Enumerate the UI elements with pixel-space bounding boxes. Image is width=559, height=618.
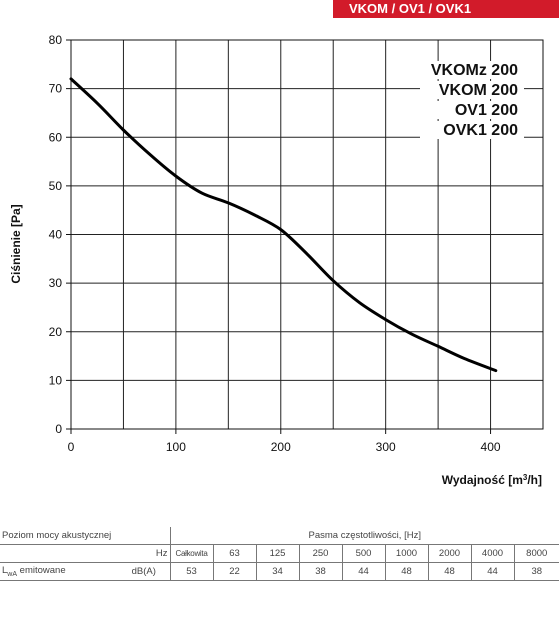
acoustic-band-value: 38 [298, 562, 342, 581]
x-tick-label: 200 [271, 440, 291, 454]
acoustic-band-label: 8000 [513, 544, 559, 563]
acoustic-band-value: 48 [427, 562, 471, 581]
acoustic-band-value: 48 [384, 562, 428, 581]
model-label-bg [420, 121, 524, 139]
acoustic-band-label: 500 [341, 544, 385, 563]
acoustic-bands-label: Pasma częstotliwości, [Hz] [170, 527, 559, 545]
acoustic-row1-blank [0, 544, 118, 563]
x-tick-labels: 0 100 200 300 400 [68, 429, 501, 454]
acoustic-band-value: 22 [212, 562, 256, 581]
model-labels: VKOMz 200 VKOM 200 OV1 200 OVK1 200 [420, 61, 524, 139]
y-tick-label: 0 [55, 422, 62, 436]
acoustic-header-spacer [118, 527, 171, 545]
acoustic-row-label-prefix: L [2, 565, 8, 577]
y-tick-label: 20 [49, 325, 63, 339]
y-axis-label: Ciśnienie [Pa] [9, 204, 23, 283]
y-tick-label: 10 [49, 373, 63, 387]
acoustic-band-label: 250 [298, 544, 342, 563]
model-label: VKOM 200 [439, 82, 518, 99]
acoustic-band-value: 44 [470, 562, 514, 581]
acoustic-row-label: LwA emitowane [0, 562, 118, 581]
model-label-bg [420, 61, 524, 79]
x-axis-label-sup: 3 [523, 473, 528, 482]
model-label: OV1 200 [455, 102, 518, 119]
y-tick-label: 50 [49, 179, 63, 193]
acoustic-values-row: LwA emitowane dB(A) 53 22 34 38 44 48 48 44 38 [0, 562, 559, 581]
acoustic-table: Poziom mocy akustycznej Pasma częstotliw… [0, 527, 559, 581]
acoustic-total-label: Całkowita [170, 544, 213, 563]
y-tick-labels: 0 10 20 30 40 50 60 70 80 [49, 33, 71, 436]
series-line [69, 77, 498, 373]
x-tick-label: 100 [166, 440, 186, 454]
header-title: VKOM / OV1 / OVK1 [333, 0, 559, 18]
x-tick-label: 0 [68, 440, 75, 454]
acoustic-band-value: 38 [513, 562, 559, 581]
x-axis-label-suffix: /h] [527, 473, 542, 487]
y-tick-label: 60 [49, 130, 63, 144]
fan-curve-chart: 0 10 20 30 40 50 60 70 80 0 100 200 300 400 VKOMz 20… [9, 33, 544, 487]
acoustic-bands-row: Hz Całkowita 63 125 250 500 1000 2000 4000 8000 [0, 544, 559, 563]
acoustic-row-label-suffix: emitowane [17, 565, 66, 577]
x-axis-label: Wydajność [m3/h] [442, 473, 542, 487]
acoustic-band-label: 4000 [470, 544, 514, 563]
acoustic-row-label-sub: wA [7, 570, 18, 578]
y-tick-label: 40 [49, 228, 63, 242]
acoustic-band-label: 125 [255, 544, 299, 563]
acoustic-hz-label: Hz [118, 544, 171, 563]
x-axis-label-prefix: Wydajność [m [442, 473, 523, 487]
y-tick-label: 70 [49, 82, 63, 96]
acoustic-unit: dB(A) [118, 562, 171, 581]
model-label-bg [420, 101, 524, 119]
x-tick-label: 400 [481, 440, 501, 454]
acoustic-header-row: Poziom mocy akustycznej Pasma częstotliw… [0, 527, 559, 545]
y-tick-label: 30 [49, 276, 63, 290]
model-label: VKOMz 200 [431, 62, 518, 79]
acoustic-band-value: 44 [341, 562, 385, 581]
acoustic-band-label: 63 [212, 544, 256, 563]
acoustic-power-label: Poziom mocy akustycznej [0, 527, 118, 545]
acoustic-band-label: 2000 [427, 544, 471, 563]
acoustic-band-label: 1000 [384, 544, 428, 563]
model-label: OVK1 200 [443, 122, 518, 139]
acoustic-band-value: 34 [255, 562, 299, 581]
x-tick-label: 300 [376, 440, 396, 454]
model-label-bg [420, 81, 524, 99]
y-tick-label: 80 [49, 33, 63, 47]
acoustic-total-value: 53 [170, 562, 213, 581]
